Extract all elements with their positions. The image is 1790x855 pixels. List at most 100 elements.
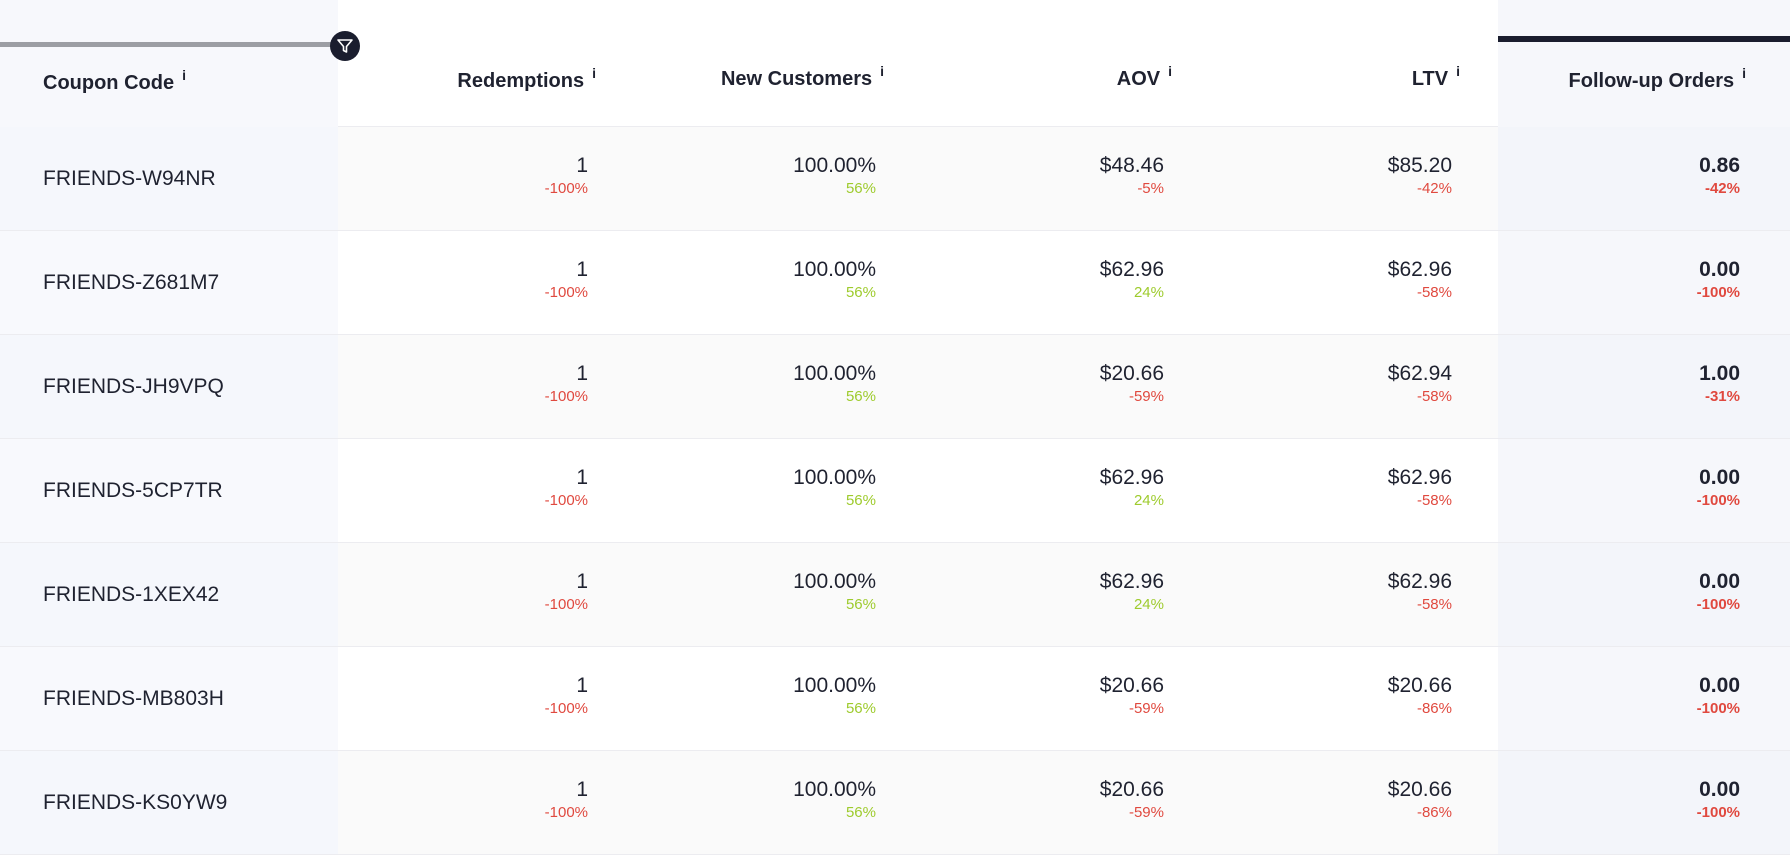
- ltv-value: $62.96: [1387, 258, 1452, 281]
- aov-value: $62.96: [1099, 466, 1164, 489]
- follow-up-orders-change: -42%: [1704, 180, 1740, 197]
- table-row[interactable]: FRIENDS-Z681M7 1 -100% 100.00% 56% $62.96 24% $…: [0, 231, 1790, 335]
- follow-up-orders-value: 0.86: [1699, 154, 1740, 177]
- redemptions-header[interactable]: Redemptions i: [457, 65, 596, 92]
- follow-up-orders-cell: 0.86 -42%: [1498, 127, 1790, 230]
- table-row[interactable]: FRIENDS-MB803H 1 -100% 100.00% 56% $20.66 -59%…: [0, 647, 1790, 751]
- redemptions-value: 1: [576, 466, 588, 489]
- ltv-change: -42%: [1416, 180, 1452, 197]
- redemptions-cell: 1 -100%: [545, 362, 588, 407]
- aov-cell: $62.96 24%: [1100, 466, 1164, 511]
- aov-change: 24%: [1133, 284, 1164, 301]
- new-customers-change: 56%: [845, 180, 876, 197]
- redemptions-info-icon[interactable]: i: [592, 65, 596, 81]
- follow-up-orders-value: 0.00: [1699, 258, 1740, 281]
- aov-cell: $48.46 -5%: [1100, 154, 1164, 199]
- ltv-cell: $62.96 -58%: [1388, 258, 1452, 303]
- ltv-cell: $62.96 -58%: [1388, 466, 1452, 511]
- ltv-value: $85.20: [1387, 154, 1452, 177]
- follow-up-orders-metric: 1.00 -31%: [1699, 362, 1740, 407]
- aov-cell: $62.96 24%: [1100, 570, 1164, 615]
- ltv-header[interactable]: LTV i: [1411, 63, 1460, 90]
- follow-up-orders-value: 0.00: [1699, 570, 1740, 593]
- ltv-value: $62.96: [1387, 466, 1452, 489]
- follow-up-orders-info-icon[interactable]: i: [1742, 65, 1746, 81]
- redemptions-change: -100%: [544, 804, 588, 821]
- column-resize-bar[interactable]: [0, 42, 338, 47]
- ltv-cell: $62.96 -58%: [1388, 570, 1452, 615]
- aov-value: $20.66: [1099, 674, 1164, 697]
- redemptions-change: -100%: [544, 700, 588, 717]
- new-customers-value: 100.00%: [793, 570, 876, 593]
- redemptions-cell: 1 -100%: [545, 258, 588, 303]
- new-customers-cell: 100.00% 56%: [793, 674, 876, 719]
- redemptions-value: 1: [576, 674, 588, 697]
- new-customers-header[interactable]: New Customers i: [720, 63, 884, 90]
- new-customers-change: 56%: [845, 804, 876, 821]
- coupon-code-cell: FRIENDS-JH9VPQ: [0, 335, 338, 438]
- coupon-code-header-cell: Coupon Code i: [0, 0, 338, 127]
- new-customers-value: 100.00%: [793, 258, 876, 281]
- follow-up-orders-change: -100%: [1696, 284, 1740, 301]
- aov-info-icon[interactable]: i: [1168, 63, 1172, 79]
- ltv-change: -86%: [1416, 700, 1452, 717]
- new-customers-info-icon[interactable]: i: [880, 63, 884, 79]
- new-customers-value: 100.00%: [793, 674, 876, 697]
- coupon-code-header[interactable]: Coupon Code i: [43, 67, 186, 94]
- aov-value: $62.96: [1099, 258, 1164, 281]
- aov-header[interactable]: AOV i: [1116, 63, 1172, 90]
- aov-value: $62.96: [1099, 570, 1164, 593]
- coupon-code-cell: FRIENDS-1XEX42: [0, 543, 338, 646]
- aov-cell: $62.96 24%: [1100, 258, 1164, 303]
- redemptions-change: -100%: [544, 180, 588, 197]
- new-customers-value: 100.00%: [793, 362, 876, 385]
- ltv-cell: $20.66 -86%: [1388, 674, 1452, 719]
- redemptions-value: 1: [576, 778, 588, 801]
- follow-up-orders-cell: 0.00 -100%: [1498, 231, 1790, 334]
- new-customers-value: 100.00%: [793, 778, 876, 801]
- ltv-change: -58%: [1416, 388, 1452, 405]
- aov-change: -5%: [1137, 180, 1164, 197]
- table-row[interactable]: FRIENDS-1XEX42 1 -100% 100.00% 56% $62.96 24% $…: [0, 543, 1790, 647]
- aov-cell: $20.66 -59%: [1100, 362, 1164, 407]
- follow-up-orders-change: -100%: [1696, 804, 1740, 821]
- table-row[interactable]: FRIENDS-W94NR 1 -100% 100.00% 56% $48.46 -5% $8…: [0, 127, 1790, 231]
- aov-value: $20.66: [1099, 362, 1164, 385]
- follow-up-orders-change: -100%: [1696, 596, 1740, 613]
- table-row[interactable]: FRIENDS-5CP7TR 1 -100% 100.00% 56% $62.96 24% $…: [0, 439, 1790, 543]
- redemptions-cell: 1 -100%: [545, 466, 588, 511]
- follow-up-orders-metric: 0.86 -42%: [1699, 154, 1740, 199]
- ltv-change: -86%: [1416, 804, 1452, 821]
- follow-up-orders-cell: 0.00 -100%: [1498, 751, 1790, 854]
- new-customers-change: 56%: [845, 388, 876, 405]
- new-customers-cell: 100.00% 56%: [793, 570, 876, 615]
- follow-up-orders-metric: 0.00 -100%: [1697, 466, 1740, 511]
- new-customers-change: 56%: [845, 492, 876, 509]
- aov-cell: $20.66 -59%: [1100, 674, 1164, 719]
- ltv-change: -58%: [1416, 284, 1452, 301]
- new-customers-cell: 100.00% 56%: [793, 362, 876, 407]
- follow-up-orders-header[interactable]: Follow-up Orders i: [1568, 65, 1746, 92]
- aov-change: -59%: [1128, 388, 1164, 405]
- filter-icon: [337, 39, 353, 53]
- coupon-code-cell: FRIENDS-5CP7TR: [0, 439, 338, 542]
- redemptions-value: 1: [576, 570, 588, 593]
- ltv-cell: $85.20 -42%: [1388, 154, 1452, 199]
- coupon-code-cell: FRIENDS-Z681M7: [0, 231, 338, 334]
- redemptions-value: 1: [576, 258, 588, 281]
- ltv-info-icon[interactable]: i: [1456, 63, 1460, 79]
- follow-up-orders-change: -100%: [1696, 700, 1740, 717]
- aov-change: -59%: [1128, 700, 1164, 717]
- table-row[interactable]: FRIENDS-JH9VPQ 1 -100% 100.00% 56% $20.66 -59%…: [0, 335, 1790, 439]
- follow-up-orders-header-cell: Follow-up Orders i: [1498, 0, 1790, 127]
- aov-change: 24%: [1133, 596, 1164, 613]
- follow-up-orders-metric: 0.00 -100%: [1697, 674, 1740, 719]
- follow-up-orders-metric: 0.00 -100%: [1697, 258, 1740, 303]
- coupon-code-cell: FRIENDS-MB803H: [0, 647, 338, 750]
- coupon-code-info-icon[interactable]: i: [182, 67, 186, 83]
- filter-button[interactable]: [330, 31, 360, 61]
- table-row[interactable]: FRIENDS-KS0YW9 1 -100% 100.00% 56% $20.66 -59%…: [0, 751, 1790, 855]
- follow-up-orders-cell: 1.00 -31%: [1498, 335, 1790, 438]
- aov-value: $20.66: [1099, 778, 1164, 801]
